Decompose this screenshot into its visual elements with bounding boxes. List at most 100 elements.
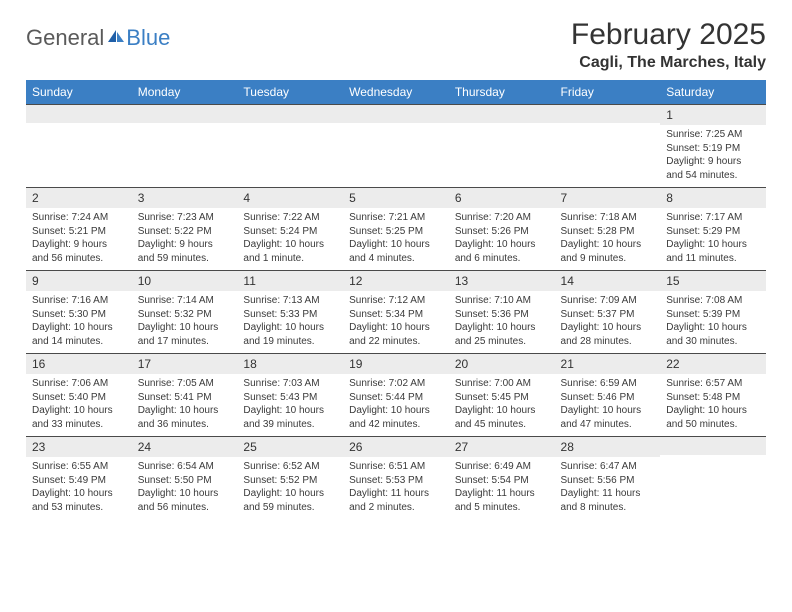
calendar-day-cell: 6Sunrise: 7:20 AMSunset: 5:26 PMDaylight… (449, 187, 555, 270)
day-header: Friday (555, 80, 661, 104)
sunrise-line: Sunrise: 7:24 AM (32, 211, 126, 225)
day-number: 3 (132, 187, 238, 208)
calendar-empty-cell (449, 104, 555, 187)
sunset-line: Sunset: 5:21 PM (32, 225, 126, 239)
calendar-day-cell: 3Sunrise: 7:23 AMSunset: 5:22 PMDaylight… (132, 187, 238, 270)
sunrise-line: Sunrise: 6:55 AM (32, 460, 126, 474)
daylight-line: Daylight: 10 hours and 4 minutes. (349, 238, 443, 265)
sunset-line: Sunset: 5:56 PM (561, 474, 655, 488)
day-header: Saturday (660, 80, 766, 104)
day-number: 25 (237, 436, 343, 457)
daylight-line: Daylight: 10 hours and 22 minutes. (349, 321, 443, 348)
sunset-line: Sunset: 5:40 PM (32, 391, 126, 405)
day-number: 10 (132, 270, 238, 291)
day-content: Sunrise: 7:13 AMSunset: 5:33 PMDaylight:… (237, 291, 343, 352)
day-content: Sunrise: 7:16 AMSunset: 5:30 PMDaylight:… (26, 291, 132, 352)
day-content: Sunrise: 6:59 AMSunset: 5:46 PMDaylight:… (555, 374, 661, 435)
day-content: Sunrise: 7:06 AMSunset: 5:40 PMDaylight:… (26, 374, 132, 435)
calendar-empty-cell (132, 104, 238, 187)
daylight-line: Daylight: 10 hours and 53 minutes. (32, 487, 126, 514)
day-number: 14 (555, 270, 661, 291)
day-content: Sunrise: 7:18 AMSunset: 5:28 PMDaylight:… (555, 208, 661, 269)
empty-day-number (132, 104, 238, 123)
sunset-line: Sunset: 5:41 PM (138, 391, 232, 405)
day-number: 13 (449, 270, 555, 291)
day-content: Sunrise: 7:00 AMSunset: 5:45 PMDaylight:… (449, 374, 555, 435)
day-number: 4 (237, 187, 343, 208)
day-content: Sunrise: 7:10 AMSunset: 5:36 PMDaylight:… (449, 291, 555, 352)
sunrise-line: Sunrise: 7:03 AM (243, 377, 337, 391)
day-content: Sunrise: 7:23 AMSunset: 5:22 PMDaylight:… (132, 208, 238, 269)
sunset-line: Sunset: 5:49 PM (32, 474, 126, 488)
daylight-line: Daylight: 10 hours and 28 minutes. (561, 321, 655, 348)
day-content: Sunrise: 7:25 AMSunset: 5:19 PMDaylight:… (660, 125, 766, 186)
calendar-day-cell: 1Sunrise: 7:25 AMSunset: 5:19 PMDaylight… (660, 104, 766, 187)
day-content: Sunrise: 7:17 AMSunset: 5:29 PMDaylight:… (660, 208, 766, 269)
sunset-line: Sunset: 5:52 PM (243, 474, 337, 488)
day-number: 8 (660, 187, 766, 208)
day-number: 16 (26, 353, 132, 374)
sunset-line: Sunset: 5:29 PM (666, 225, 760, 239)
sunrise-line: Sunrise: 7:02 AM (349, 377, 443, 391)
sunset-line: Sunset: 5:53 PM (349, 474, 443, 488)
sunrise-line: Sunrise: 7:00 AM (455, 377, 549, 391)
daylight-line: Daylight: 10 hours and 9 minutes. (561, 238, 655, 265)
calendar-day-cell: 18Sunrise: 7:03 AMSunset: 5:43 PMDayligh… (237, 353, 343, 436)
daylight-line: Daylight: 10 hours and 56 minutes. (138, 487, 232, 514)
sunrise-line: Sunrise: 7:25 AM (666, 128, 760, 142)
calendar-day-cell: 13Sunrise: 7:10 AMSunset: 5:36 PMDayligh… (449, 270, 555, 353)
sunrise-line: Sunrise: 7:18 AM (561, 211, 655, 225)
day-number: 1 (660, 104, 766, 125)
calendar-day-cell: 21Sunrise: 6:59 AMSunset: 5:46 PMDayligh… (555, 353, 661, 436)
sunset-line: Sunset: 5:54 PM (455, 474, 549, 488)
day-content: Sunrise: 6:47 AMSunset: 5:56 PMDaylight:… (555, 457, 661, 518)
daylight-line: Daylight: 10 hours and 47 minutes. (561, 404, 655, 431)
day-number: 6 (449, 187, 555, 208)
day-number: 28 (555, 436, 661, 457)
day-header: Tuesday (237, 80, 343, 104)
sunset-line: Sunset: 5:24 PM (243, 225, 337, 239)
day-content: Sunrise: 6:49 AMSunset: 5:54 PMDaylight:… (449, 457, 555, 518)
sunrise-line: Sunrise: 7:13 AM (243, 294, 337, 308)
day-content: Sunrise: 7:05 AMSunset: 5:41 PMDaylight:… (132, 374, 238, 435)
calendar-day-cell: 27Sunrise: 6:49 AMSunset: 5:54 PMDayligh… (449, 436, 555, 519)
calendar-day-cell: 20Sunrise: 7:00 AMSunset: 5:45 PMDayligh… (449, 353, 555, 436)
sunset-line: Sunset: 5:37 PM (561, 308, 655, 322)
day-header: Wednesday (343, 80, 449, 104)
calendar-day-cell: 26Sunrise: 6:51 AMSunset: 5:53 PMDayligh… (343, 436, 449, 519)
brand-word-1: General (26, 25, 104, 51)
calendar-day-cell: 22Sunrise: 6:57 AMSunset: 5:48 PMDayligh… (660, 353, 766, 436)
daylight-line: Daylight: 10 hours and 11 minutes. (666, 238, 760, 265)
daylight-line: Daylight: 9 hours and 59 minutes. (138, 238, 232, 265)
title-block: February 2025 Cagli, The Marches, Italy (571, 18, 766, 72)
empty-day-number (555, 104, 661, 123)
day-number: 5 (343, 187, 449, 208)
calendar-day-cell: 9Sunrise: 7:16 AMSunset: 5:30 PMDaylight… (26, 270, 132, 353)
calendar-empty-cell (555, 104, 661, 187)
daylight-line: Daylight: 10 hours and 36 minutes. (138, 404, 232, 431)
day-content: Sunrise: 6:57 AMSunset: 5:48 PMDaylight:… (660, 374, 766, 435)
sunrise-line: Sunrise: 6:57 AM (666, 377, 760, 391)
daylight-line: Daylight: 11 hours and 5 minutes. (455, 487, 549, 514)
sunrise-line: Sunrise: 7:21 AM (349, 211, 443, 225)
calendar-day-cell: 23Sunrise: 6:55 AMSunset: 5:49 PMDayligh… (26, 436, 132, 519)
calendar-day-cell: 17Sunrise: 7:05 AMSunset: 5:41 PMDayligh… (132, 353, 238, 436)
calendar-day-cell: 28Sunrise: 6:47 AMSunset: 5:56 PMDayligh… (555, 436, 661, 519)
sunrise-line: Sunrise: 6:51 AM (349, 460, 443, 474)
sunset-line: Sunset: 5:33 PM (243, 308, 337, 322)
header: General Blue February 2025 Cagli, The Ma… (26, 18, 766, 72)
day-content: Sunrise: 7:08 AMSunset: 5:39 PMDaylight:… (660, 291, 766, 352)
sunset-line: Sunset: 5:30 PM (32, 308, 126, 322)
day-number: 19 (343, 353, 449, 374)
sunrise-line: Sunrise: 7:23 AM (138, 211, 232, 225)
day-content: Sunrise: 6:54 AMSunset: 5:50 PMDaylight:… (132, 457, 238, 518)
daylight-line: Daylight: 10 hours and 1 minute. (243, 238, 337, 265)
calendar-day-cell: 25Sunrise: 6:52 AMSunset: 5:52 PMDayligh… (237, 436, 343, 519)
sunset-line: Sunset: 5:46 PM (561, 391, 655, 405)
daylight-line: Daylight: 10 hours and 6 minutes. (455, 238, 549, 265)
day-header: Sunday (26, 80, 132, 104)
day-number: 27 (449, 436, 555, 457)
day-number: 20 (449, 353, 555, 374)
calendar-day-cell: 2Sunrise: 7:24 AMSunset: 5:21 PMDaylight… (26, 187, 132, 270)
calendar-body: 1Sunrise: 7:25 AMSunset: 5:19 PMDaylight… (26, 104, 766, 519)
